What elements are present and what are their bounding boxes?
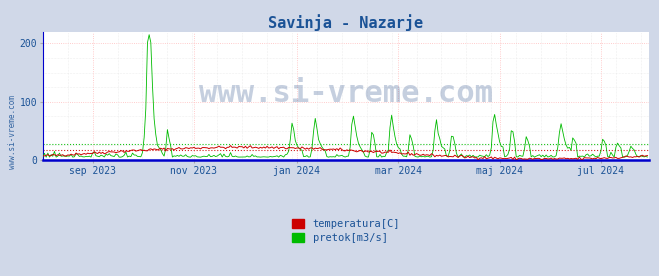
- Legend: temperatura[C], pretok[m3/s]: temperatura[C], pretok[m3/s]: [287, 215, 405, 247]
- Text: www.si-vreme.com: www.si-vreme.com: [8, 95, 17, 169]
- Text: www.si-vreme.com: www.si-vreme.com: [199, 79, 493, 108]
- Title: Savinja - Nazarje: Savinja - Nazarje: [268, 14, 424, 31]
